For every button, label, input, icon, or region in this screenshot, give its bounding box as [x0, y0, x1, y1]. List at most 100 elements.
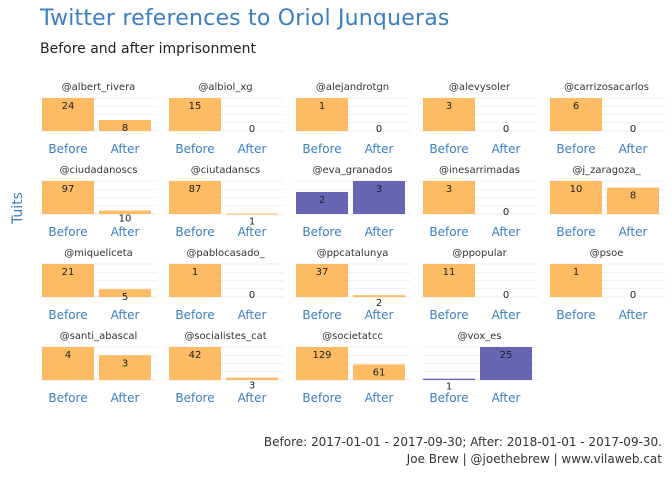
x-tick-label: After [619, 308, 648, 322]
bar-after [226, 213, 278, 215]
bar-after [353, 364, 405, 380]
bar-before [296, 347, 348, 380]
bar-before [169, 347, 221, 380]
x-tick-label: Before [302, 308, 341, 322]
facet-strip-label: @vox_es [457, 331, 501, 342]
x-tick-label: Before [429, 225, 468, 239]
x-tick-label: Before [556, 225, 595, 239]
x-tick-label: Before [302, 391, 341, 405]
x-tick-label: Before [429, 142, 468, 156]
chart-caption: Before: 2017-01-01 - 2017-09-30; After: … [264, 434, 662, 468]
data-label: 4 [65, 350, 71, 361]
facet-panel: @societatcc 129 61 Before After [294, 331, 411, 405]
bar-after [99, 355, 151, 380]
data-label: 61 [373, 367, 386, 378]
facet-strip-label: @inesarrimadas [439, 165, 520, 176]
facet-panel: @albiol_xg 15 0 Before After [167, 82, 284, 156]
chart-subtitle: Before and after imprisonment [40, 41, 256, 57]
data-label: 8 [122, 123, 128, 134]
data-label: 129 [312, 350, 331, 361]
data-label: 2 [319, 195, 325, 206]
facet-panel: @miqueliceta 21 5 Before After [40, 248, 157, 322]
facet-panel: @j_zaragoza_ 10 8 Before After [548, 165, 665, 239]
data-label: 0 [630, 290, 636, 301]
x-tick-label: Before [175, 225, 214, 239]
bar-before [42, 264, 94, 297]
bar-before [296, 192, 348, 214]
data-label: 1 [192, 267, 198, 278]
data-label: 0 [503, 124, 509, 135]
facet-strip-label: @ppopular [452, 248, 507, 259]
facet-panel: @alejandrotgn 1 0 Before After [294, 82, 411, 156]
data-label: 2 [376, 298, 382, 309]
data-label: 24 [62, 101, 75, 112]
data-label: 8 [630, 191, 636, 202]
x-tick-label: Before [175, 142, 214, 156]
facet-panel: @ciutadanscs 87 1 Before After [167, 165, 284, 239]
x-tick-label: After [111, 225, 140, 239]
x-tick-label: Before [429, 308, 468, 322]
x-tick-label: Before [48, 308, 87, 322]
x-tick-label: After [492, 308, 521, 322]
data-label: 11 [443, 267, 456, 278]
data-label: 15 [189, 101, 202, 112]
bar-before [42, 98, 94, 131]
facet-panel: @eva_granados 2 3 Before After [294, 165, 411, 239]
data-label: 1 [446, 382, 452, 393]
data-label: 3 [446, 101, 452, 112]
bar-after [353, 295, 405, 297]
data-label: 0 [630, 124, 636, 135]
data-label: 21 [62, 267, 75, 278]
facet-strip-label: @miqueliceta [64, 248, 133, 259]
facet-strip-label: @psoe [590, 248, 624, 259]
facet-panel: @vox_es 1 25 Before After [421, 331, 538, 405]
facet-panel: @ppcatalunya 37 2 Before After [294, 248, 411, 322]
facet-strip-label: @ciutadanscs [191, 165, 260, 176]
bar-after [480, 347, 532, 380]
x-tick-label: After [111, 142, 140, 156]
facet-strip-label: @socialistes_cat [184, 331, 266, 342]
facet-strip-label: @santi_abascal [60, 331, 138, 342]
bar-after [99, 289, 151, 297]
facet-strip-label: @alevysoler [449, 82, 511, 93]
data-label: 1 [319, 101, 325, 112]
caption-credits: Joe Brew | @joethebrew | www.vilaweb.cat [406, 452, 662, 466]
data-label: 97 [62, 184, 75, 195]
data-label: 0 [503, 290, 509, 301]
x-tick-label: After [365, 142, 394, 156]
facet-strip-label: @eva_granados [313, 165, 393, 176]
data-label: 1 [573, 267, 579, 278]
facet-panel: @carrizosacarlos 6 0 Before After [548, 82, 665, 156]
x-tick-label: Before [175, 391, 214, 405]
chart-title: Twitter references to Oriol Junqueras [40, 6, 450, 31]
x-tick-label: After [111, 308, 140, 322]
bar-before [423, 98, 475, 131]
bar-after [99, 120, 151, 131]
x-tick-label: After [238, 225, 267, 239]
data-label: 87 [189, 184, 202, 195]
bar-before [296, 264, 348, 297]
bar-before [423, 264, 475, 297]
x-tick-label: After [492, 142, 521, 156]
data-label: 0 [249, 290, 255, 301]
data-label: 0 [503, 207, 509, 218]
bar-after [226, 377, 278, 380]
x-tick-label: Before [302, 142, 341, 156]
x-tick-label: After [619, 225, 648, 239]
data-label: 10 [119, 214, 132, 225]
x-tick-label: After [238, 391, 267, 405]
facet-strip-label: @j_zaragoza_ [572, 165, 641, 176]
bar-before [169, 264, 221, 297]
data-label: 5 [122, 292, 128, 303]
bar-before [42, 347, 94, 380]
facet-panel: @psoe 1 0 Before After [548, 248, 665, 322]
data-label: 0 [376, 124, 382, 135]
data-label: 3 [122, 358, 128, 369]
x-tick-label: After [365, 308, 394, 322]
x-tick-label: After [619, 142, 648, 156]
bar-after [607, 187, 659, 214]
bar-before [550, 181, 602, 214]
bar-before [169, 181, 221, 214]
bar-before [423, 181, 475, 214]
